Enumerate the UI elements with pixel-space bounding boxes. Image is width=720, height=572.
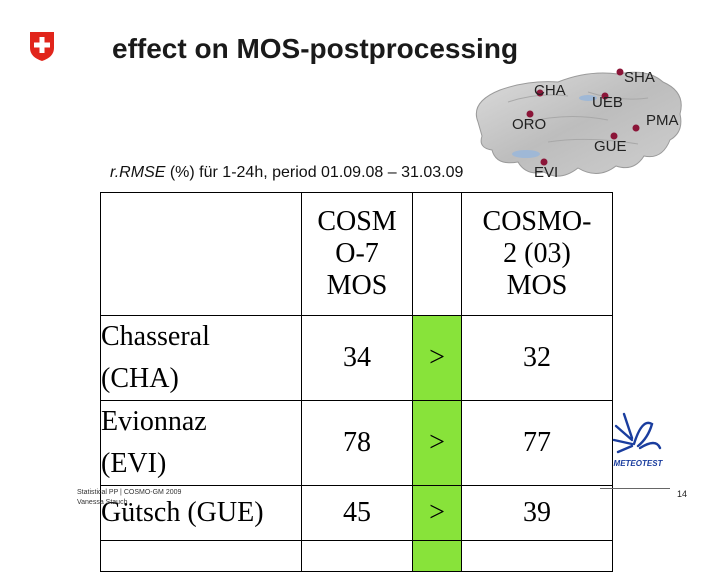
table-caption: r.RMSE (%) für 1-24h, period 01.09.08 – … [110, 164, 463, 182]
map-station-marker-icon [526, 110, 534, 118]
slide-title: effect on MOS-postprocessing [112, 33, 519, 64]
rmse-table: COSM O-7 MOS COSMO- 2 (03) MOS Chasseral… [100, 192, 613, 572]
footer-divider [600, 488, 670, 489]
map-label-ueb: UEB [592, 94, 623, 111]
cosmo2-value: 39 [461, 485, 613, 541]
header-cosmo2-mos: COSMO- 2 (03) MOS [461, 192, 613, 316]
header-cosmo7-mos: COSM O-7 MOS [301, 192, 413, 316]
header-cosmo2-line: COSMO- [482, 206, 592, 237]
caption-period: (%) für 1-24h, period 01.09.08 – 31.03.0… [165, 164, 464, 181]
map-station-marker-icon [632, 124, 640, 132]
header-cosmo7-line: O-7 [335, 238, 379, 269]
map-label-sha: SHA [624, 69, 655, 86]
map-station-marker-icon [536, 89, 544, 97]
map-label-gue: GUE [594, 138, 627, 155]
map-station-marker-icon [601, 92, 609, 100]
map-label-cha: CHA [534, 82, 566, 99]
page-number: 14 [677, 489, 688, 499]
cosmo7-value: 34 [301, 315, 413, 401]
table-row: Evionnaz (EVI) 78 > 77 [100, 400, 613, 486]
station-map: CHA SHA UEB ORO PMA GUE EVI [448, 62, 688, 188]
map-label-evi: EVI [534, 164, 559, 181]
meteotest-wordmark: METEOTEST [614, 459, 664, 468]
table-row-empty [100, 540, 613, 572]
station-name: Chasseral [101, 321, 210, 352]
map-label-pma: PMA [646, 112, 679, 129]
map-label-oro: ORO [512, 116, 547, 133]
footer: Statistical PP | COSMO-GM 2009 Vanessa S… [77, 488, 181, 508]
comparison-sign: > [412, 485, 462, 541]
station-code: (CHA) [101, 363, 179, 394]
caption-metric: r.RMSE [110, 164, 166, 181]
empty-cell [301, 540, 413, 572]
empty-cell [100, 540, 302, 572]
station-cell: Evionnaz (EVI) [100, 400, 302, 486]
map-station-marker-icon [610, 132, 618, 140]
station-name: Gütsch (GUE) [101, 497, 264, 528]
station-cell: Chasseral (CHA) [100, 315, 302, 401]
table-header-row: COSM O-7 MOS COSMO- 2 (03) MOS [100, 192, 613, 316]
table-row: Gütsch (GUE) 45 > 39 [100, 485, 613, 541]
footer-line1: Statistical PP | COSMO-GM 2009 [77, 489, 182, 496]
map-station-marker-icon [540, 158, 548, 166]
station-name: Evionnaz [101, 406, 207, 437]
cosmo7-value: 78 [301, 400, 413, 486]
header-station [100, 192, 302, 316]
empty-cell [461, 540, 613, 572]
swiss-cross-icon [30, 32, 54, 61]
switzerland-relief-map [475, 68, 682, 177]
table-row: Chasseral (CHA) 34 > 32 [100, 315, 613, 401]
header-compare [412, 192, 462, 316]
header-cosmo2-line: MOS [506, 270, 568, 301]
header-cosmo7-line: MOS [326, 270, 388, 301]
header-cosmo7-line: COSM [317, 206, 397, 237]
meteotest-logo-icon: METEOTEST [612, 412, 664, 468]
map-station-marker-icon [616, 68, 624, 76]
footer-line2: Vanessa Stauch [77, 499, 128, 506]
cosmo2-value: 32 [461, 315, 613, 401]
station-code: (EVI) [101, 448, 167, 479]
comparison-sign: > [412, 315, 462, 401]
header-cosmo2-line: 2 (03) [503, 238, 571, 269]
comparison-sign: > [412, 400, 462, 486]
cosmo7-value: 45 [301, 485, 413, 541]
empty-cell [412, 540, 462, 572]
cosmo2-value: 77 [461, 400, 613, 486]
station-cell: Gütsch (GUE) [100, 485, 302, 541]
